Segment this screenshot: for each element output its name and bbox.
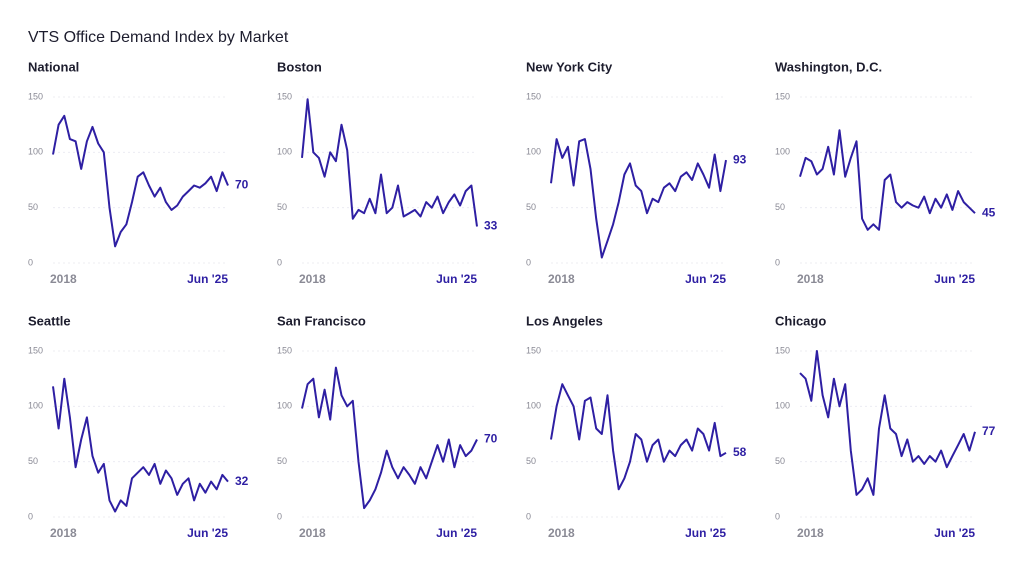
- data-line: [52, 377, 229, 513]
- y-tick-label: 100: [277, 147, 292, 157]
- y-tick-label: 50: [775, 202, 785, 212]
- panel-title: San Francisco: [277, 313, 366, 328]
- x-tick-label: Jun '25: [187, 526, 228, 540]
- x-tick-label: 2018: [299, 526, 326, 540]
- y-tick-label: 150: [277, 91, 292, 101]
- end-value-label: 70: [235, 178, 249, 192]
- x-tick-label: 2018: [548, 272, 575, 286]
- y-tick-label: 0: [775, 511, 780, 521]
- x-tick-label: Jun '25: [934, 526, 975, 540]
- x-tick-label: Jun '25: [187, 272, 228, 286]
- y-tick-label: 50: [526, 456, 536, 466]
- end-value-label: 33: [484, 219, 498, 233]
- end-value-label: 70: [484, 432, 498, 446]
- y-tick-label: 100: [28, 401, 43, 411]
- end-value-label: 32: [235, 474, 249, 488]
- data-line: [301, 366, 478, 510]
- data-line: [301, 98, 478, 227]
- panel-title: Boston: [277, 59, 322, 74]
- y-tick-label: 50: [775, 456, 785, 466]
- x-tick-label: Jun '25: [934, 272, 975, 286]
- x-tick-label: Jun '25: [685, 526, 726, 540]
- y-tick-label: 100: [775, 401, 790, 411]
- end-value-label: 93: [733, 152, 747, 166]
- y-tick-label: 0: [277, 511, 282, 521]
- x-tick-label: 2018: [548, 526, 575, 540]
- y-tick-label: 150: [28, 91, 43, 101]
- x-tick-label: 2018: [50, 526, 77, 540]
- y-tick-label: 0: [775, 257, 780, 267]
- x-tick-label: 2018: [50, 272, 77, 286]
- y-tick-label: 0: [526, 511, 531, 521]
- y-tick-label: 50: [526, 202, 536, 212]
- y-tick-label: 100: [526, 401, 541, 411]
- data-line: [550, 138, 727, 259]
- y-tick-label: 150: [277, 345, 292, 355]
- y-tick-label: 0: [526, 257, 531, 267]
- y-tick-label: 50: [28, 202, 38, 212]
- panel-title: Washington, D.C.: [775, 59, 882, 74]
- y-tick-label: 150: [28, 345, 43, 355]
- panel-title: Seattle: [28, 313, 71, 328]
- x-tick-label: Jun '25: [436, 272, 477, 286]
- panel-title: Los Angeles: [526, 313, 603, 328]
- y-tick-label: 50: [28, 456, 38, 466]
- y-tick-label: 100: [526, 147, 541, 157]
- data-line: [550, 383, 727, 491]
- y-tick-label: 50: [277, 456, 287, 466]
- y-tick-label: 100: [28, 147, 43, 157]
- panel-title: Chicago: [775, 313, 826, 328]
- y-tick-label: 150: [526, 91, 541, 101]
- x-tick-label: 2018: [797, 272, 824, 286]
- y-tick-label: 150: [775, 91, 790, 101]
- y-tick-label: 0: [28, 511, 33, 521]
- x-tick-label: 2018: [299, 272, 326, 286]
- data-line: [799, 350, 976, 496]
- y-tick-label: 150: [775, 345, 790, 355]
- y-tick-label: 100: [775, 147, 790, 157]
- y-tick-label: 100: [277, 401, 292, 411]
- panel-title: New York City: [526, 59, 613, 74]
- end-value-label: 45: [982, 205, 996, 219]
- y-tick-label: 0: [277, 257, 282, 267]
- page-title: VTS Office Demand Index by Market: [28, 29, 289, 46]
- data-line: [799, 129, 976, 231]
- y-tick-label: 0: [28, 257, 33, 267]
- panel-title: National: [28, 59, 79, 74]
- x-tick-label: 2018: [797, 526, 824, 540]
- end-value-label: 58: [733, 445, 747, 459]
- y-tick-label: 50: [277, 202, 287, 212]
- data-line: [52, 114, 229, 248]
- x-tick-label: Jun '25: [436, 526, 477, 540]
- y-tick-label: 150: [526, 345, 541, 355]
- x-tick-label: Jun '25: [685, 272, 726, 286]
- end-value-label: 77: [982, 424, 996, 438]
